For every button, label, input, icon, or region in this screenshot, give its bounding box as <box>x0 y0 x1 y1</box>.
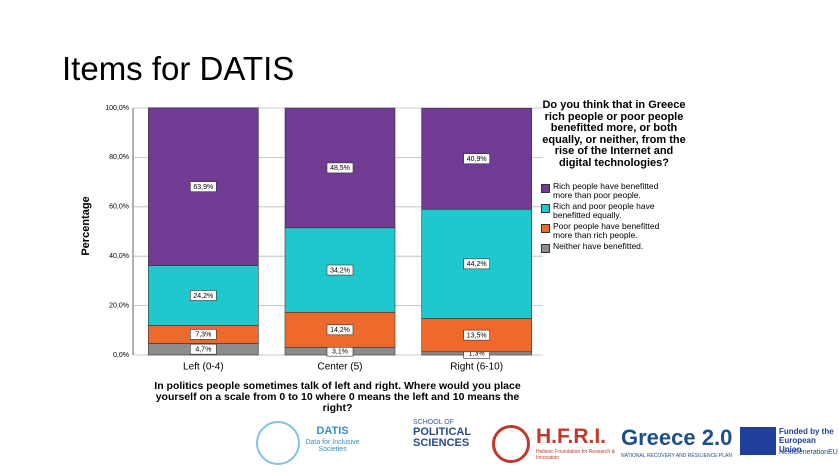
data-label-box <box>463 329 490 341</box>
y-tick-label: 60,0% <box>109 204 129 211</box>
logo-text: POLITICAL SCIENCES <box>413 426 471 449</box>
y-tick-label: 20,0% <box>109 302 129 309</box>
x-tick-label: Center (5) <box>317 362 362 373</box>
logo-text: Data for Inclusive Societies <box>305 439 360 453</box>
legend-swatch <box>541 184 550 193</box>
data-label-box <box>190 181 217 192</box>
y-axis-label: Percentage <box>80 196 92 255</box>
logo-text: NATIONAL RECOVERY AND RESILIENCE PLAN <box>621 453 732 459</box>
data-label: 14,2% <box>330 327 350 334</box>
data-label-box <box>463 153 490 165</box>
legend-swatch <box>541 244 550 253</box>
data-label: 4,7% <box>195 347 211 354</box>
data-label: 63,9% <box>193 184 213 191</box>
logo-text: DATIS <box>316 425 349 437</box>
data-label: 13,5% <box>467 332 487 339</box>
data-label-box <box>190 329 217 340</box>
logo-text: H.F.R.I. <box>536 425 607 448</box>
data-label-box <box>326 324 354 336</box>
y-tick-label: 100,0% <box>105 105 129 112</box>
hfri-icon <box>492 425 530 463</box>
data-label-box <box>326 162 354 174</box>
legend-entry: Poor people have benefitted more than ri… <box>553 221 660 240</box>
logos: DATIS Data for Inclusive Societies SCHOO… <box>0 415 839 470</box>
data-label: 7,3% <box>195 332 211 339</box>
legend-entry: Rich people have benefitted more than po… <box>553 181 659 200</box>
logo-text: NextGenerationEU <box>779 449 838 456</box>
y-tick-label: 40,0% <box>109 253 129 260</box>
y-tick-label: 80,0% <box>109 154 129 161</box>
data-label: 1,3% <box>469 351 485 358</box>
logo-text: Funded by the European Union <box>779 427 834 454</box>
logo-text: Greece 2.0 <box>621 425 733 450</box>
logo-text: Hellenic Foundation for Research & Innov… <box>536 449 615 461</box>
y-tick-label: 0,0% <box>113 352 129 359</box>
slide-title: Items for DATIS <box>62 50 295 87</box>
logo-text: SCHOOL OF <box>413 419 454 426</box>
data-label: 34,2% <box>330 267 350 274</box>
data-label: 24,2% <box>193 293 213 300</box>
x-tick-label: Left (0-4) <box>183 362 224 373</box>
data-label: 3,1% <box>332 349 348 356</box>
data-label-box <box>326 264 354 276</box>
data-label-box <box>190 290 217 301</box>
legend-swatch <box>541 204 550 213</box>
data-label-box <box>190 343 217 355</box>
legend-entry: Rich and poor people have benefitted equ… <box>553 201 655 220</box>
x-axis-label: In politics people sometimes talk of lef… <box>154 380 521 414</box>
data-label: 48,5% <box>330 165 350 172</box>
x-tick-label: Right (6-10) <box>450 362 503 373</box>
legend-entry: Neither have benefitted. <box>553 241 644 251</box>
data-label-box <box>463 258 490 270</box>
legend-title: Do you think that in Greece rich people … <box>542 99 686 169</box>
data-label: 40,9% <box>467 156 487 163</box>
data-label: 44,2% <box>467 261 487 268</box>
legend-swatch <box>541 224 550 233</box>
datis-icon <box>256 421 300 465</box>
eu-flag <box>740 427 776 455</box>
